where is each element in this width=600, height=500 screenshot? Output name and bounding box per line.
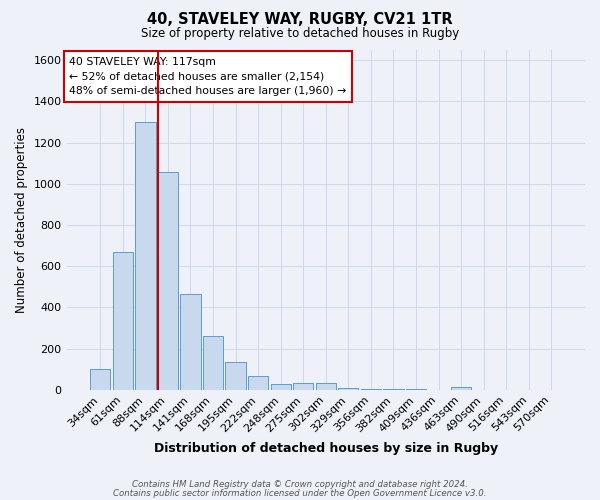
Bar	[293, 383, 313, 390]
Text: Contains public sector information licensed under the Open Government Licence v3: Contains public sector information licen…	[113, 488, 487, 498]
Bar	[248, 376, 268, 390]
Bar	[338, 388, 358, 390]
X-axis label: Distribution of detached houses by size in Rugby: Distribution of detached houses by size …	[154, 442, 498, 455]
Bar	[203, 336, 223, 390]
Text: Contains HM Land Registry data © Crown copyright and database right 2024.: Contains HM Land Registry data © Crown c…	[132, 480, 468, 489]
Text: 40, STAVELEY WAY, RUGBY, CV21 1TR: 40, STAVELEY WAY, RUGBY, CV21 1TR	[147, 12, 453, 28]
Text: Size of property relative to detached houses in Rugby: Size of property relative to detached ho…	[141, 28, 459, 40]
Bar	[226, 362, 246, 390]
Bar	[271, 384, 291, 390]
Bar	[158, 172, 178, 390]
Y-axis label: Number of detached properties: Number of detached properties	[15, 127, 28, 313]
Bar	[135, 122, 155, 390]
Bar	[113, 252, 133, 390]
Bar	[383, 389, 404, 390]
Bar	[406, 389, 426, 390]
Bar	[316, 383, 336, 390]
Text: 40 STAVELEY WAY: 117sqm
← 52% of detached houses are smaller (2,154)
48% of semi: 40 STAVELEY WAY: 117sqm ← 52% of detache…	[69, 57, 346, 96]
Bar	[361, 389, 381, 390]
Bar	[451, 386, 471, 390]
Bar	[90, 369, 110, 390]
Bar	[181, 294, 200, 390]
